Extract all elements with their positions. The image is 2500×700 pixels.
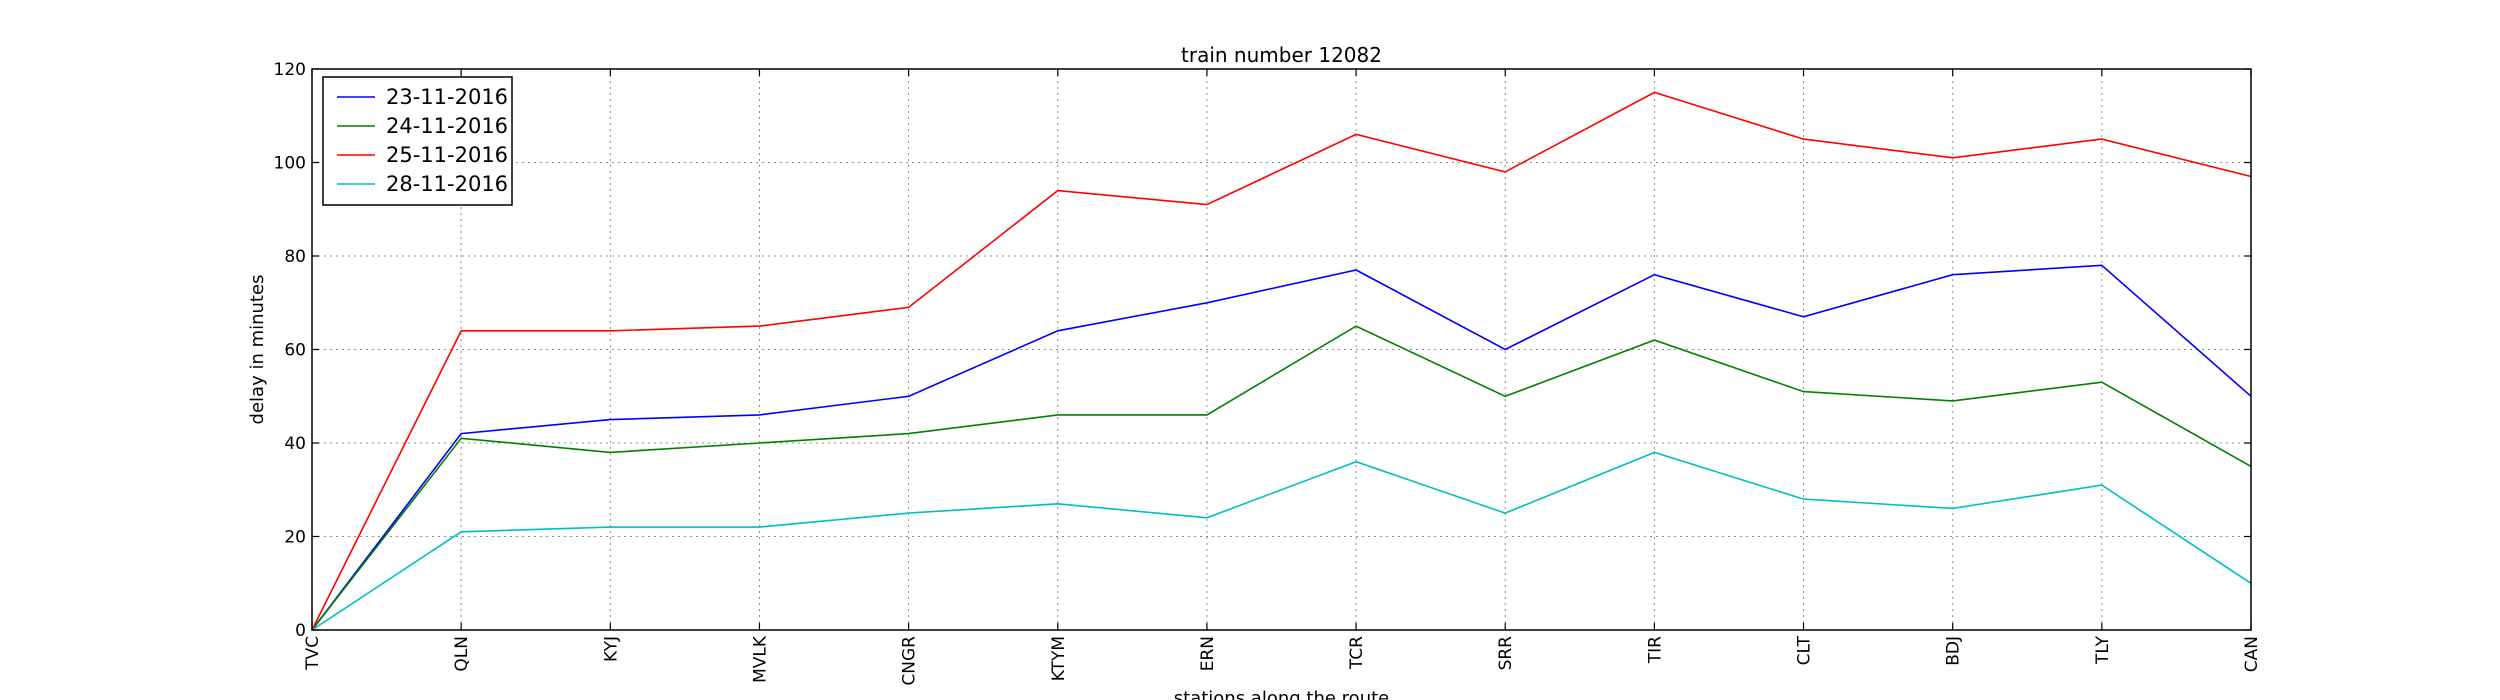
series-line-24-11-2016 (311, 325, 2252, 631)
series-lines (311, 91, 2252, 631)
x-tick-label: TCR (1347, 636, 1367, 670)
x-tick-label: MVLK (750, 635, 770, 683)
x-tick-label: TIR (1645, 636, 1665, 664)
x-tick-label: CAN (2242, 636, 2262, 672)
legend: 23-11-2016 24-11-2016 25-11-2016 28-11-2016 (322, 76, 513, 206)
x-tick-label: CNGR (900, 636, 920, 686)
x-tick-label: KTYM (1049, 636, 1069, 681)
y-tick-label: 100 (274, 154, 306, 174)
x-tick-label: TLY (2093, 635, 2113, 665)
y-tick-label: 80 (284, 247, 306, 267)
x-axis-label: stations along the route (1174, 688, 1389, 700)
legend-label: 25-11-2016 (386, 143, 508, 167)
grid-lines (312, 69, 2251, 630)
y-axis-ticks: 0 20 40 60 80 100 120 (274, 60, 2251, 641)
y-tick-label: 20 (284, 528, 306, 548)
x-axis-ticks: TVC QLN KYJ MVLK CNGR KTYM ERN TCR SRR TIR CLT BDJ T… (303, 69, 2262, 686)
legend-label: 24-11-2016 (386, 114, 508, 138)
x-tick-label: KYJ (601, 636, 621, 662)
y-tick-label: 40 (284, 434, 306, 454)
series-line-28-11-2016 (311, 451, 2252, 631)
y-tick-label: 120 (274, 60, 306, 80)
x-tick-label: CLT (1795, 635, 1815, 665)
x-tick-label: SRR (1496, 636, 1516, 671)
legend-label: 28-11-2016 (386, 172, 508, 196)
y-tick-label: 0 (295, 621, 306, 641)
y-axis-label: delay in minutes (247, 275, 268, 425)
x-tick-label: QLN (452, 636, 472, 672)
plot-frame (311, 68, 2252, 631)
x-tick-label: BDJ (1944, 636, 1964, 666)
chart-title: train number 12082 (1181, 43, 1382, 67)
x-tick-label: TVC (303, 636, 323, 671)
series-line-23-11-2016 (311, 264, 2252, 631)
x-tick-label: ERN (1198, 636, 1218, 671)
series-line-25-11-2016 (311, 91, 2252, 631)
legend-label: 23-11-2016 (386, 85, 508, 109)
y-tick-label: 60 (284, 341, 306, 361)
